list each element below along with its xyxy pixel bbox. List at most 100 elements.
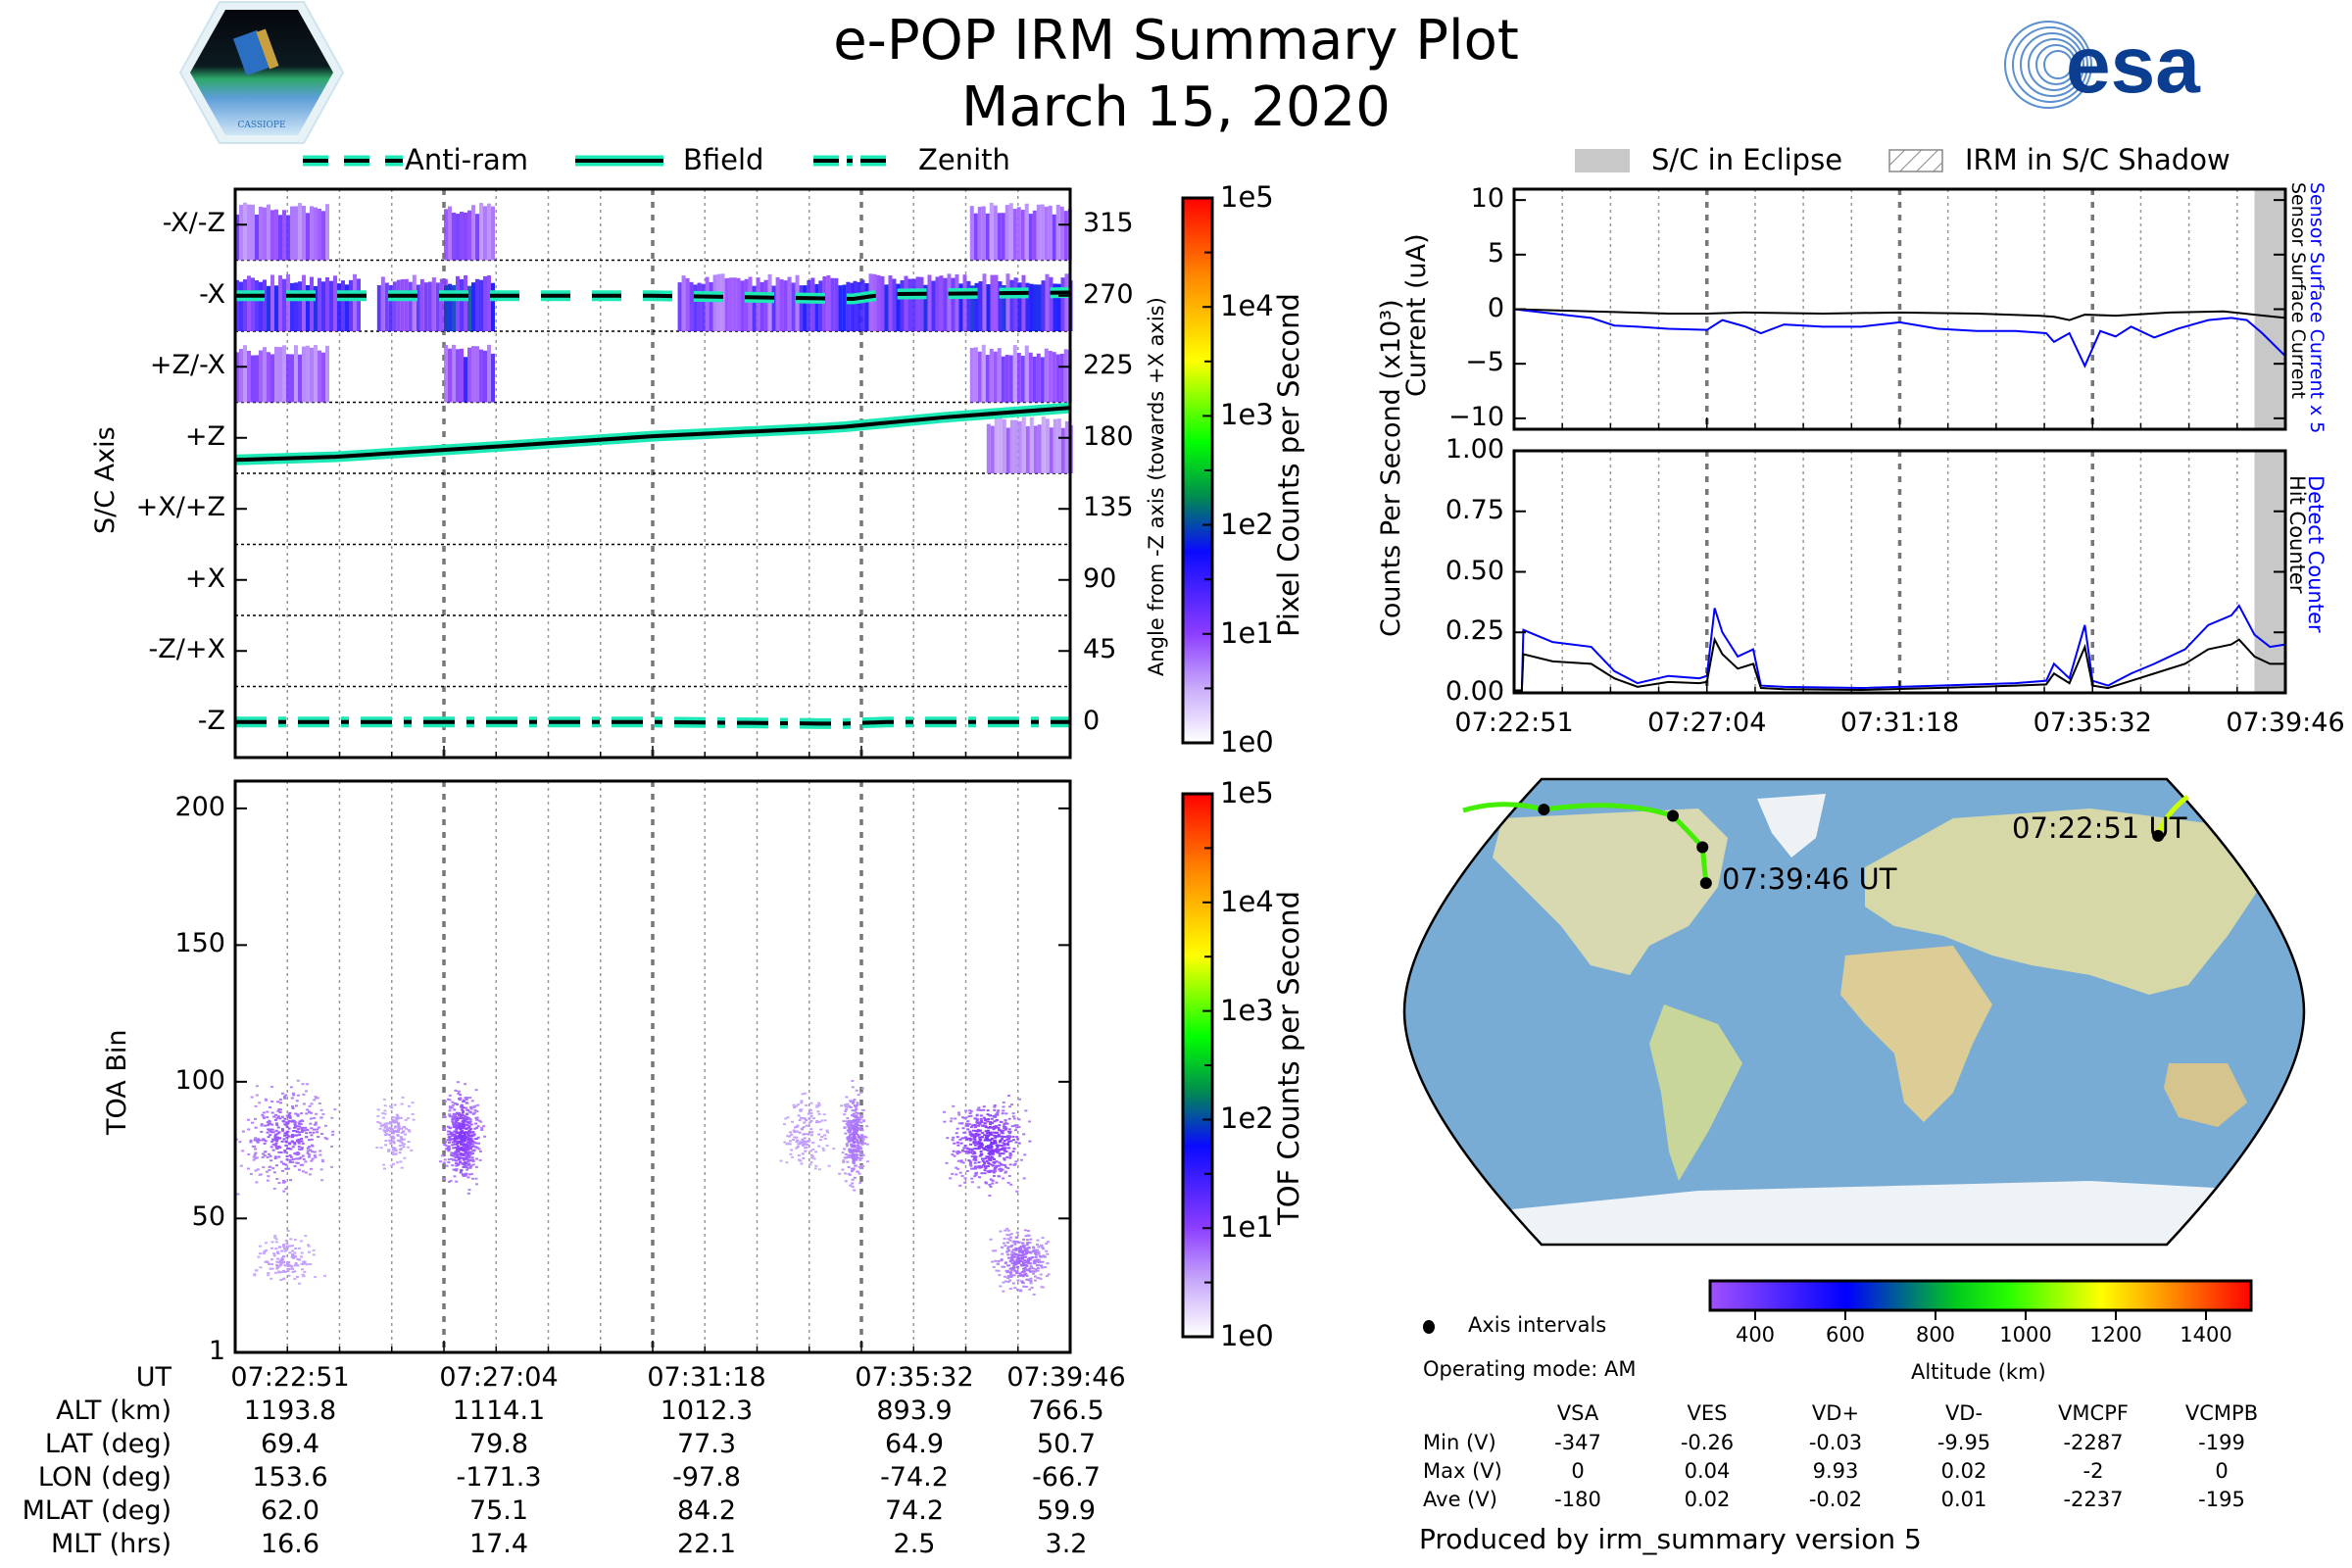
colorbar-segment <box>1183 890 1212 892</box>
tof-count-cell <box>464 1164 467 1167</box>
colorbar-segment <box>1183 1327 1212 1329</box>
tof-count-cell <box>983 1162 987 1165</box>
colorbar-segment <box>1183 698 1212 700</box>
tof-count-cell <box>468 1118 472 1121</box>
pixel-count-cell <box>958 283 963 331</box>
tof-count-cell <box>284 1123 288 1126</box>
tof-count-cell <box>1003 1149 1006 1152</box>
tof-count-cell <box>983 1134 987 1137</box>
pixel-count-cell <box>1020 356 1025 403</box>
tof-count-cell <box>455 1103 459 1106</box>
tof-count-cell <box>462 1124 466 1127</box>
pixel-angle-left-tick-label: +Z <box>184 420 225 452</box>
tof-count-cell <box>990 1163 994 1166</box>
colorbar-segment <box>1183 600 1212 602</box>
colorbar-segment <box>2175 1281 2177 1310</box>
tof-count-cell <box>448 1139 452 1142</box>
tof-count-cell <box>1008 1239 1012 1242</box>
tof-count-cell <box>450 1153 454 1156</box>
colorbar-segment <box>2226 1281 2228 1310</box>
colorbar-segment <box>1183 1321 1212 1323</box>
tof-count-cell <box>986 1149 990 1152</box>
colorbar-segment <box>1183 717 1212 719</box>
tof-count-cell <box>851 1185 855 1188</box>
tof-count-cell <box>974 1135 978 1138</box>
tof-count-cell <box>1024 1263 1028 1266</box>
tof-count-cell <box>979 1139 983 1142</box>
colorbar-segment <box>2128 1281 2130 1310</box>
colorbar-segment <box>1183 1133 1212 1135</box>
colorbar-segment <box>1183 1139 1212 1141</box>
tof-count-cell <box>462 1173 466 1176</box>
colorbar-segment <box>1183 874 1212 876</box>
pixel-count-cell <box>1059 353 1064 403</box>
colorbar-segment <box>1183 713 1212 715</box>
colorbar-segment <box>1961 1281 1963 1310</box>
colorbar-segment <box>1183 410 1212 412</box>
tof-count-cell <box>817 1145 821 1148</box>
colorbar-segment <box>1183 1064 1212 1066</box>
tof-count-cell <box>974 1132 978 1135</box>
pixel-count-cell <box>1060 427 1065 473</box>
tof-count-cell <box>453 1152 457 1155</box>
tof-count-cell <box>309 1122 313 1125</box>
pixel-count-cell <box>286 354 290 403</box>
tof-count-cell <box>1019 1290 1023 1293</box>
pixel-count-cell <box>475 278 479 331</box>
colorbar-segment <box>1183 525 1212 527</box>
tof-count-cell <box>299 1240 303 1243</box>
colorbar-segment <box>2081 1281 2082 1310</box>
tof-count-cell <box>1004 1262 1007 1265</box>
tof-count-cell <box>455 1154 459 1157</box>
pixel-count-cell <box>263 347 267 403</box>
colorbar-segment <box>1183 894 1212 896</box>
tof-count-cell <box>988 1169 992 1172</box>
tof-count-cell <box>297 1140 301 1143</box>
tof-count-cell <box>851 1102 855 1104</box>
tof-count-cell <box>796 1130 800 1133</box>
pixel-count-cell <box>396 279 401 331</box>
colorbar-segment <box>1759 1281 1761 1310</box>
tof-count-cell <box>273 1271 277 1274</box>
tof-count-cell <box>379 1124 383 1127</box>
colorbar-segment <box>1183 531 1212 533</box>
tof-count-cell <box>809 1114 813 1117</box>
pixel-count-cell <box>341 280 345 331</box>
tof-count-cell <box>466 1163 470 1166</box>
pixel-angle-left-tick-label: -X/-Z <box>162 208 225 239</box>
tof-count-cell <box>807 1140 810 1143</box>
tof-count-cell <box>1020 1260 1024 1263</box>
tof-count-cell <box>847 1136 851 1139</box>
tof-count-cell <box>291 1106 295 1109</box>
tof-count-cell <box>955 1173 958 1176</box>
colorbar-segment <box>1183 615 1212 617</box>
tof-count-cell <box>856 1103 859 1106</box>
tof-count-cell <box>847 1141 851 1144</box>
colorbar-segment <box>1183 1111 1212 1113</box>
tof-count-cell <box>973 1138 977 1141</box>
tof-count-cell <box>983 1172 987 1175</box>
pixel-count-cell <box>701 283 706 331</box>
tof-count-cell <box>258 1102 262 1104</box>
pixel-count-cell <box>235 279 239 331</box>
tof-count-cell <box>852 1141 856 1144</box>
colorbar-segment <box>1183 723 1212 725</box>
tof-count-cell <box>310 1167 314 1170</box>
colorbar-segment <box>1183 686 1212 688</box>
tof-count-cell <box>790 1133 794 1136</box>
colorbar-segment <box>1183 218 1212 220</box>
tof-count-cell <box>822 1149 826 1152</box>
pixel-count-cell <box>1056 418 1061 473</box>
tof-count-cell <box>469 1165 473 1168</box>
tof-count-cell <box>392 1140 396 1143</box>
tof-count-cell <box>270 1111 274 1114</box>
tof-count-cell <box>399 1136 403 1139</box>
colorbar-segment <box>1183 584 1212 586</box>
tof-count-cell <box>999 1230 1003 1233</box>
tof-count-cell <box>287 1113 291 1116</box>
counts-plot <box>1512 449 2287 695</box>
tof-count-cell <box>288 1245 292 1248</box>
tof-count-cell <box>471 1152 475 1154</box>
colorbar-segment <box>1183 396 1212 398</box>
tof-count-cell <box>301 1163 305 1166</box>
